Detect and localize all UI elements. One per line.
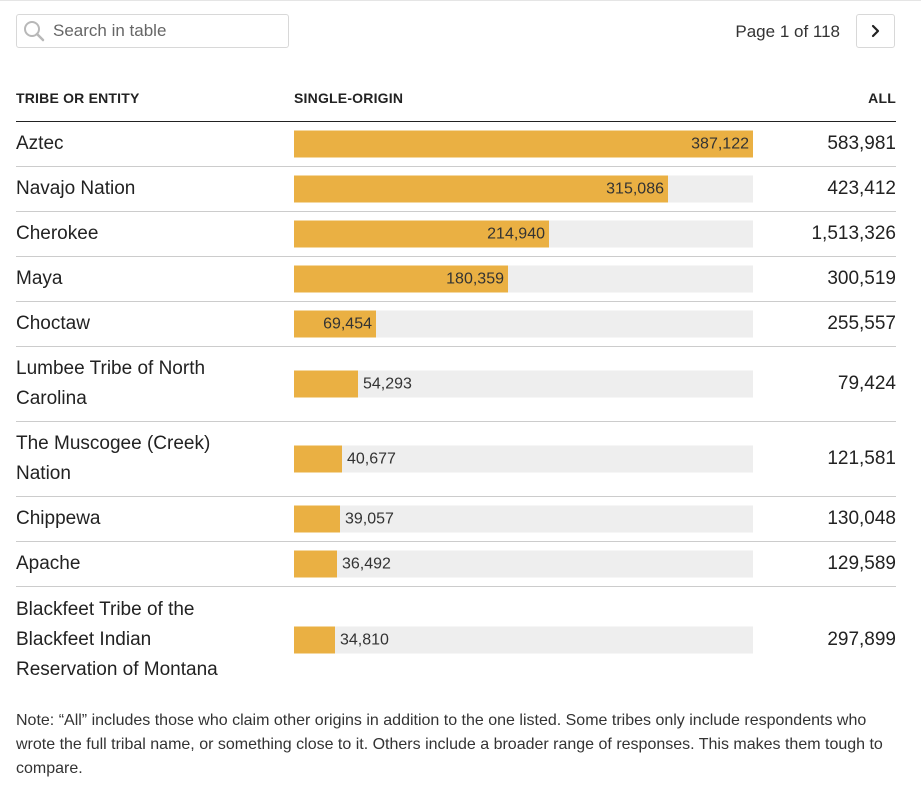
column-header-all[interactable]: ALL <box>868 90 896 106</box>
all-value: 1,513,326 <box>811 223 896 244</box>
bar-track: 40,677 <box>294 445 753 473</box>
column-header-tribe[interactable]: TRIBE OR ENTITY <box>16 90 140 106</box>
tribe-name: Blackfeet Tribe of the Blackfeet Indian … <box>16 598 218 680</box>
tribe-name: Choctaw <box>16 313 90 334</box>
page-indicator: Page 1 of 118 <box>735 22 840 41</box>
single-origin-bar <box>294 220 549 248</box>
single-origin-bar <box>294 550 337 578</box>
table-row: Maya 180,359 300,519 <box>16 257 896 302</box>
single-origin-bar <box>294 505 340 533</box>
single-origin-value: 214,940 <box>487 225 545 243</box>
table-row: Navajo Nation 315,086 423,412 <box>16 167 896 212</box>
search-input[interactable] <box>53 21 288 41</box>
table-row: Aztec 387,122 583,981 <box>16 122 896 167</box>
search-icon <box>24 21 45 42</box>
table-row: Choctaw 69,454 255,557 <box>16 302 896 347</box>
table-row: Lumbee Tribe of North Carolina 54,293 79,4… <box>16 347 896 422</box>
single-origin-bar <box>294 265 508 293</box>
all-value: 583,981 <box>827 133 896 154</box>
bar-track: 54,293 <box>294 370 753 398</box>
bar-track: 315,086 <box>294 175 753 203</box>
tribe-name: Lumbee Tribe of North Carolina <box>16 358 206 409</box>
bar-track: 180,359 <box>294 265 753 293</box>
chevron-right-icon <box>871 24 879 38</box>
bar-track: 39,057 <box>294 505 753 533</box>
table-header: TRIBE OR ENTITY SINGLE-ORIGIN ALL <box>16 90 896 122</box>
all-value: 300,519 <box>827 268 896 289</box>
tribe-name: Chippewa <box>16 508 101 529</box>
tribe-name: Aztec <box>16 133 64 154</box>
single-origin-bar <box>294 175 668 203</box>
search-box[interactable] <box>16 14 289 48</box>
bar-track: 69,454 <box>294 310 753 338</box>
all-value: 129,589 <box>827 553 896 574</box>
table-row: The Muscogee (Creek) Nation 40,677 121,581 <box>16 422 896 497</box>
single-origin-value: 180,359 <box>446 270 504 288</box>
tribe-name: The Muscogee (Creek) Nation <box>16 433 211 484</box>
bar-track: 34,810 <box>294 626 753 653</box>
all-value: 79,424 <box>837 373 896 394</box>
single-origin-value: 39,057 <box>345 510 394 528</box>
all-value: 121,581 <box>827 448 896 469</box>
single-origin-value: 315,086 <box>606 180 664 198</box>
bar-track: 214,940 <box>294 220 753 248</box>
bar-track: 387,122 <box>294 130 753 158</box>
all-value: 130,048 <box>827 508 896 529</box>
single-origin-bar <box>294 626 335 653</box>
next-page-button[interactable] <box>856 14 895 48</box>
table-row: Cherokee 214,940 1,513,326 <box>16 212 896 257</box>
table-row: Blackfeet Tribe of the Blackfeet Indian … <box>16 587 896 692</box>
single-origin-value: 34,810 <box>340 631 389 648</box>
tribe-name: Cherokee <box>16 223 99 244</box>
all-value: 297,899 <box>827 628 896 650</box>
table-body: Aztec 387,122 583,981 Navajo Nation 315,086 4… <box>16 122 896 692</box>
single-origin-bar <box>294 130 753 158</box>
column-header-single-origin[interactable]: SINGLE-ORIGIN <box>294 90 404 106</box>
footnote: Note: “All” includes those who claim oth… <box>16 712 883 777</box>
table-row: Apache 36,492 129,589 <box>16 542 896 587</box>
single-origin-value: 69,454 <box>323 315 372 333</box>
single-origin-value: 54,293 <box>363 375 412 393</box>
all-value: 423,412 <box>827 178 896 199</box>
table-row: Chippewa 39,057 130,048 <box>16 497 896 542</box>
top-divider <box>0 0 921 1</box>
all-value: 255,557 <box>827 313 896 334</box>
single-origin-bar <box>294 445 342 473</box>
tribe-name: Navajo Nation <box>16 178 136 199</box>
single-origin-value: 387,122 <box>691 135 749 153</box>
single-origin-value: 36,492 <box>342 555 391 573</box>
bar-track: 36,492 <box>294 550 753 578</box>
tribe-name: Apache <box>16 553 81 574</box>
single-origin-value: 40,677 <box>347 450 396 468</box>
tribe-name: Maya <box>16 268 63 289</box>
single-origin-bar <box>294 310 376 338</box>
single-origin-bar <box>294 370 358 398</box>
